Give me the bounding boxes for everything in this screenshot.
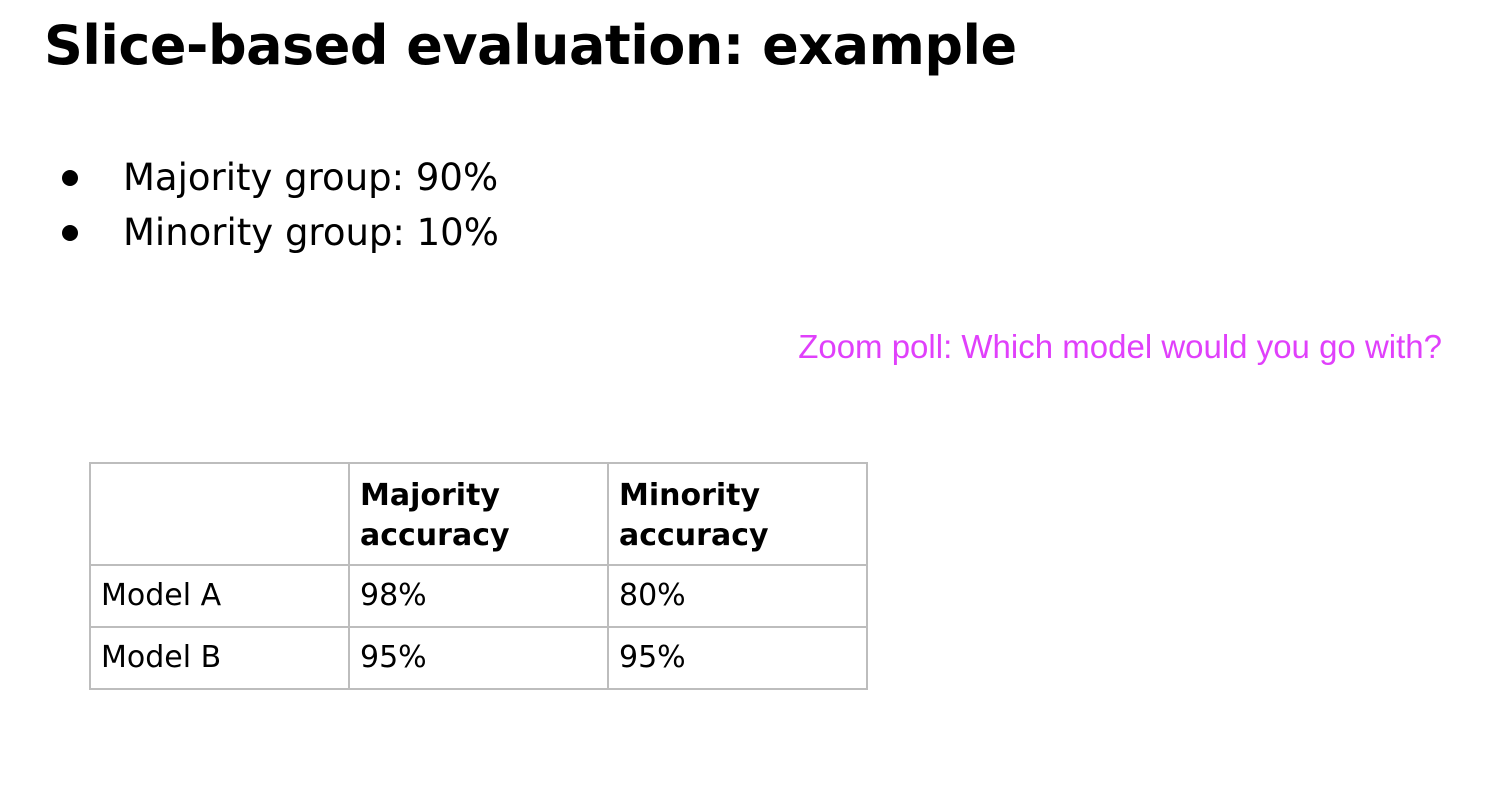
header-line: accuracy <box>619 518 769 553</box>
bullet-text: Majority group: 90% <box>123 156 499 199</box>
header-line: Minority <box>619 478 761 513</box>
slide-title: Slice-based evaluation: example <box>44 14 1017 77</box>
table-header-empty <box>89 462 350 566</box>
accuracy-table: Majority accuracy Minority accuracy Mode… <box>89 462 868 690</box>
table-cell-majority-accuracy: 98% <box>348 564 609 628</box>
bullet-dot-icon <box>62 170 78 186</box>
table-row: Model B 95% 95% <box>89 626 868 690</box>
table-cell-minority-accuracy: 95% <box>607 626 868 690</box>
table-cell-model: Model B <box>89 626 350 690</box>
zoom-poll-note: Zoom poll: Which model would you go with… <box>798 328 1442 365</box>
table-cell-model: Model A <box>89 564 350 628</box>
header-line: accuracy <box>360 518 510 553</box>
table-header-majority-accuracy: Majority accuracy <box>348 462 609 566</box>
bullet-dot-icon <box>62 225 78 241</box>
table-header-row: Majority accuracy Minority accuracy <box>89 462 868 566</box>
bullet-text: Minority group: 10% <box>123 211 499 254</box>
header-line: Majority <box>360 478 500 513</box>
table-cell-majority-accuracy: 95% <box>348 626 609 690</box>
table-row: Model A 98% 80% <box>89 564 868 628</box>
table-header-minority-accuracy: Minority accuracy <box>607 462 868 566</box>
table-cell-minority-accuracy: 80% <box>607 564 868 628</box>
